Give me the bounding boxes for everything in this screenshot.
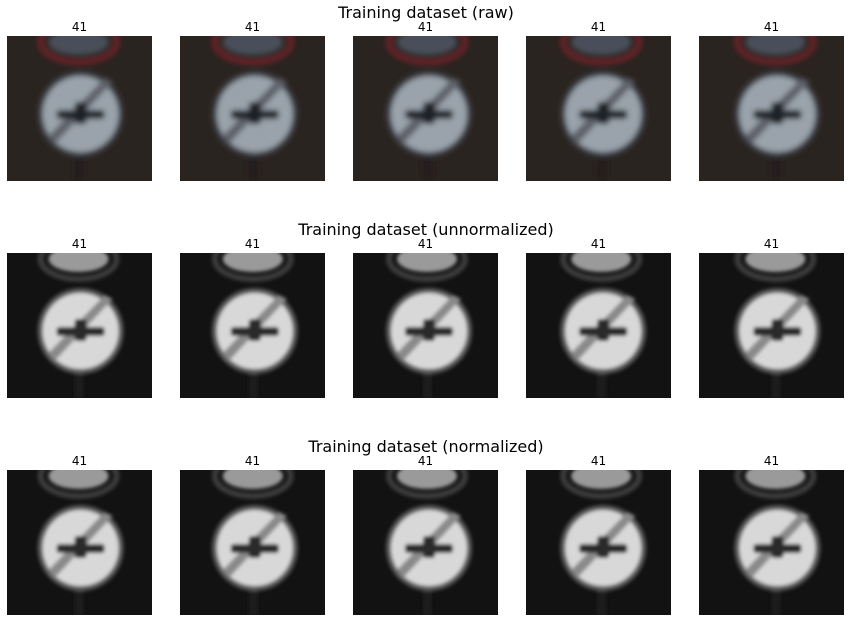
image-label: 41 (763, 237, 780, 251)
sign-image (180, 470, 325, 615)
image-label: 41 (763, 20, 780, 34)
image-label: 41 (417, 237, 434, 251)
section-title-raw: Training dataset (raw) (338, 3, 514, 22)
sign-image (526, 470, 671, 615)
sign-image (353, 470, 498, 615)
sign-image (353, 253, 498, 398)
sign-image (7, 470, 152, 615)
sign-image (699, 253, 844, 398)
sign-image (7, 253, 152, 398)
section-title-unnormalized: Training dataset (unnormalized) (298, 220, 554, 239)
image-label: 41 (71, 237, 88, 251)
sign-image (526, 253, 671, 398)
sign-image (353, 36, 498, 181)
image-label: 41 (417, 20, 434, 34)
sign-image (7, 36, 152, 181)
image-label: 41 (590, 237, 607, 251)
sign-image (526, 36, 671, 181)
sign-image (180, 36, 325, 181)
image-label: 41 (590, 454, 607, 468)
sign-image (699, 470, 844, 615)
image-label: 41 (417, 454, 434, 468)
image-label: 41 (763, 454, 780, 468)
image-label: 41 (244, 237, 261, 251)
image-label: 41 (71, 454, 88, 468)
section-title-normalized: Training dataset (normalized) (308, 437, 544, 456)
image-label: 41 (71, 20, 88, 34)
sign-image (699, 36, 844, 181)
image-label: 41 (244, 454, 261, 468)
image-label: 41 (244, 20, 261, 34)
sign-image (180, 253, 325, 398)
image-label: 41 (590, 20, 607, 34)
